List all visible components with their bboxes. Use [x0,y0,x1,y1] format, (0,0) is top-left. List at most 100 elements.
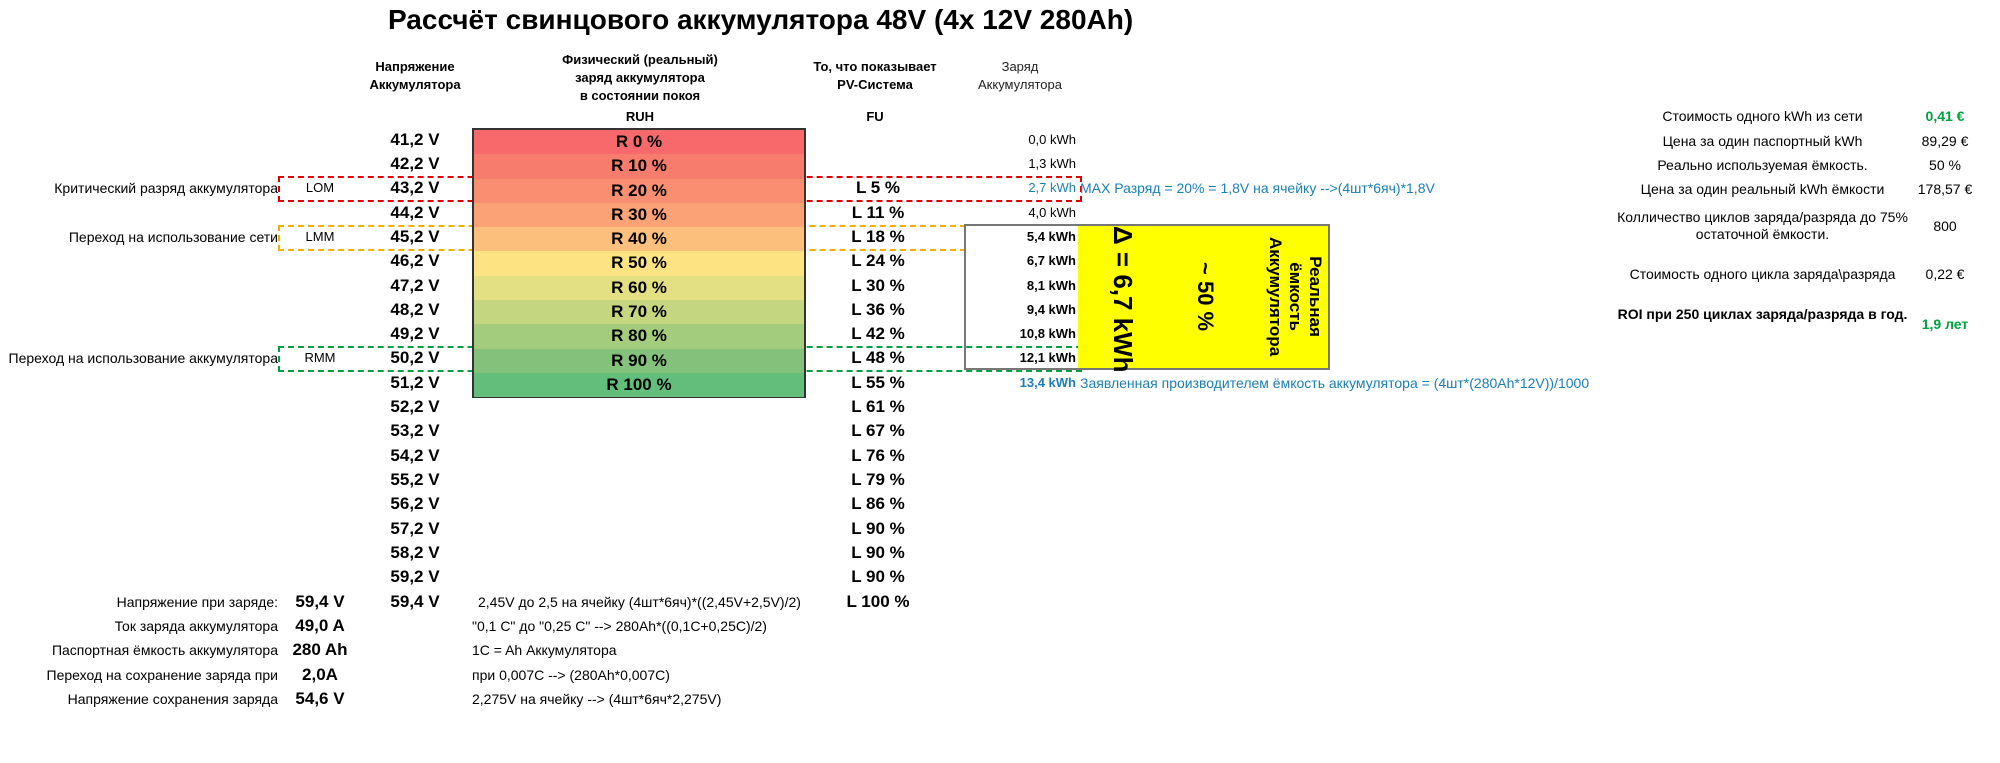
float-switch-value: 2,0A [302,665,338,684]
rated-kwh-price-value: 89,29 € [1921,133,1969,149]
voltage-cell: 57,2 V [390,519,440,538]
fu-cell: L 48 % [851,348,905,367]
voltage-cell: 42,2 V [390,154,440,173]
grid-kwh-cost-label: Стоимость одного kWh из сети [1662,108,1863,124]
percent-text: ~ 50 % [1193,262,1218,332]
kwh-cell: 12,1 kWh [1019,350,1076,365]
float-switch-label: Переход на сохранение заряда при [46,667,278,683]
header-charge-line2: Аккумулятора [978,77,1062,92]
cycle-cost-value: 0,22 € [1925,266,1965,282]
float-voltage-label: Напряжение сохранения заряда [67,691,278,707]
declared-capacity-note: Заявленная производителем ёмкость аккуму… [1080,375,1590,391]
critical-discharge-label: Критический разряд аккумулятора [54,180,278,196]
delta-text: Δ = 6,7 kWh [1108,226,1138,373]
header-pv-line2: PV-Система [837,77,913,92]
charge-current-note: "0,1 C" до "0,25 C" --> 280Ah*((0,1C+0,2… [472,618,767,634]
real-kwh-price-value: 178,57 € [1917,181,1973,197]
mode-lmm: LMM [305,229,335,244]
roi-label: ROI при 250 циклах заряда/разряда в год. [1617,306,1908,322]
header-charge: Заряд Аккумулятора [960,58,1080,94]
voltage-cell: 56,2 V [390,494,440,513]
usable-capacity-value: 50 % [1929,157,1961,173]
ruh-cell: R 10 % [474,154,804,179]
header-fu: FU [866,109,884,124]
ruh-column: R 0 % R 10 % R 20 % R 30 % R 40 % R 50 %… [472,128,806,398]
fu-cell: L 55 % [851,373,905,392]
charge-voltage-label: Напряжение при заряде: [116,594,278,610]
voltage-cell: 51,2 V [390,373,440,392]
float-switch-note: при 0,007C --> (280Ah*0,007C) [472,667,670,683]
real-capacity-label: Реальная ёмкость Аккумулятора [1265,237,1325,356]
real-capacity-box [1078,226,1330,369]
voltage-cell: 49,2 V [390,324,440,343]
mode-lom: LOM [305,180,335,195]
real-capacity-line1: Реальная [1306,256,1325,337]
header-voltage-line1: Напряжение [375,59,455,74]
rated-capacity-label: Паспортная ёмкость аккумулятора [51,642,278,658]
fu-cell: L 30 % [851,276,905,295]
ruh-cell: R 30 % [474,202,804,228]
fu-cell: L 67 % [851,421,905,440]
header-charge-line1: Заряд [1001,59,1039,74]
fu-cell: L 24 % [851,251,905,270]
ruh-cell: R 60 % [474,275,804,301]
kwh-cell: 5,4 kWh [1026,229,1076,244]
ruh-cell: R 100 % [474,372,804,398]
header-physical-line1: Физический (реальный) [562,52,718,67]
header-physical-line3: в состоянии покоя [579,88,701,103]
real-capacity-line2: ёмкость [1286,262,1305,331]
kwh-cell: 0,0 kWh [1028,132,1076,147]
max-discharge-note: MAX Разряд = 20% = 1,8V на ячейку -->(4ш… [1080,180,1435,196]
ruh-cell: R 70 % [474,300,804,325]
ruh-cell: R 0 % [474,130,804,155]
header-physical: Физический (реальный) заряд аккумулятора… [510,51,770,105]
fu-cell: L 11 % [851,203,905,222]
cycle-count-value: 800 [1933,218,1957,234]
voltage-cell: 43,2 V [390,178,440,197]
ruh-cell: R 40 % [474,227,804,252]
ruh-cell: R 80 % [474,324,804,349]
voltage-cell: 58,2 V [390,543,440,562]
voltage-cell: 48,2 V [390,300,440,319]
fu-cell: L 90 % [851,519,905,538]
voltage-cell: 59,2 V [390,567,440,586]
charge-current-label: Ток заряда аккумулятора [114,618,278,634]
capacity-note: 1C = Ah Аккумулятора [472,642,617,658]
header-voltage-line2: Аккумулятора [369,77,461,92]
fu-cell: L 61 % [851,397,905,416]
voltage-cell: 45,2 V [390,227,440,246]
header-physical-line2: заряд аккумулятора [575,70,705,85]
real-capacity-line3: Аккумулятора [1266,237,1285,357]
voltage-cell: 53,2 V [390,421,440,440]
grid-kwh-cost-value: 0,41 € [1925,108,1965,124]
float-voltage-note: 2,275V на ячейку --> (4шт*6яч*2,275V) [472,691,722,707]
float-voltage-value: 54,6 V [295,689,345,708]
kwh-cell: 2,7 kWh [1028,180,1076,195]
kwh-cell: 8,1 kWh [1026,278,1076,293]
header-voltage: Напряжение Аккумулятора [355,58,475,94]
usable-capacity-label: Реально используемая ёмкость. [1657,157,1868,173]
charge-voltage-note: 2,45V до 2,5 на ячейку (4шт*6яч)*((2,45V… [478,594,801,610]
header-pv-line1: То, что показывает [813,59,937,74]
rated-kwh-price-label: Цена за один паспортный kWh [1662,133,1863,149]
kwh-cell: 9,4 kWh [1026,302,1076,317]
voltage-cell: 54,2 V [390,446,440,465]
roi-value: 1,9 лет [1921,316,1969,332]
voltage-cell: 52,2 V [390,397,440,416]
header-ruh: RUH [625,109,655,124]
charge-current-value: 49,0 A [295,616,345,635]
mode-rmm: RMM [304,350,336,365]
header-pv: То, что показывает PV-Система [790,58,960,94]
voltage-cell: 55,2 V [390,470,440,489]
fu-cell: L 90 % [851,567,905,586]
kwh-cell: 4,0 kWh [1028,205,1076,220]
voltage-cell: 47,2 V [390,276,440,295]
voltage-cell: 50,2 V [390,348,440,367]
cycle-count-label: Колличество циклов заряда/разряда до 75%… [1617,209,1908,242]
voltage-cell: 46,2 V [390,251,440,270]
grid-switch-label: Переход на использование сети [68,229,278,245]
ruh-cell: R 50 % [474,251,804,276]
fu-cell: L 86 % [851,494,905,513]
kwh-cell: 6,7 kWh [1026,253,1076,268]
cycle-cost-label: Стоимость одного цикла заряда\разряда [1629,266,1896,282]
